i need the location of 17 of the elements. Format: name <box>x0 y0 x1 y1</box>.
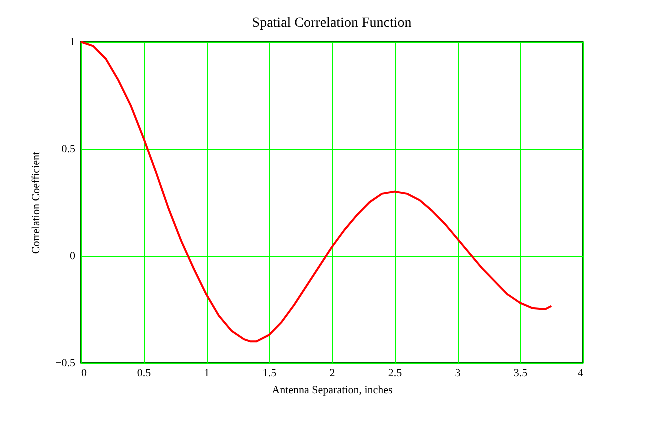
y-tick-label: 0.5 <box>62 144 76 156</box>
y-tick-label: 1 <box>70 36 76 48</box>
x-tick-label: 3 <box>455 368 462 380</box>
x-tick-label: 0 <box>82 368 88 380</box>
x-axis-title: Antenna Separation, inches <box>272 384 393 396</box>
line-series <box>80 41 553 343</box>
chart-title: Spatial Correlation Function <box>252 16 412 31</box>
x-tick-label: 1.5 <box>262 368 278 380</box>
x-tick-label: 2 <box>330 368 336 380</box>
y-tick-label: −0.5 <box>56 358 76 370</box>
x-tick-label: 2.5 <box>388 368 403 380</box>
y-tick-label: 0 <box>70 250 76 262</box>
x-tick-label: 3.5 <box>514 368 528 380</box>
y-axis-title: Correlation Coefficient <box>30 152 43 254</box>
x-tick-label: 0.5 <box>137 368 152 380</box>
x-tick-label: 1 <box>204 368 210 380</box>
x-tick-label: 4 <box>578 368 584 380</box>
